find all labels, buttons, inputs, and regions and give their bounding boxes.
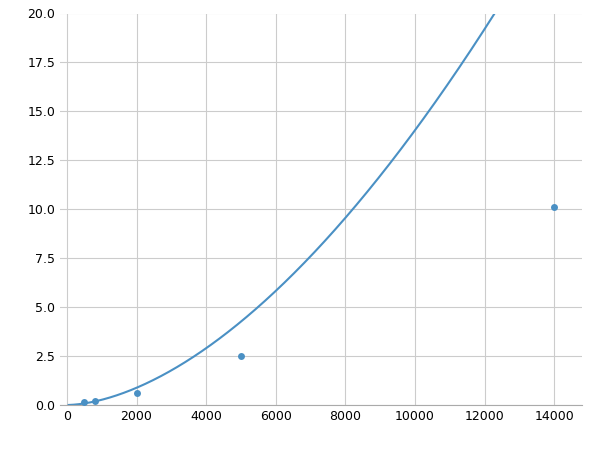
Point (550, 204, 559, 211)
Point (90, 398, 100, 405)
Point (236, 352, 246, 360)
Point (80, 399, 89, 406)
Point (132, 389, 142, 396)
